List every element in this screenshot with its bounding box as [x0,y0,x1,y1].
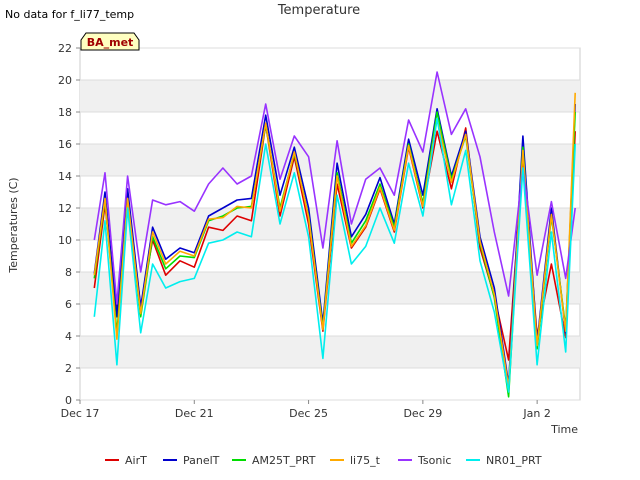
y-tick-label: 14 [58,170,72,183]
legend: AirT PanelT AM25T_PRT li75_t Tsonic NR01_PRT [105,454,542,467]
plot-background [79,47,581,401]
legend-item-airt: AirT [105,454,147,467]
y-tick-label: 16 [58,138,72,151]
y-tick-label: 20 [58,74,72,87]
y-tick-label: 6 [65,298,72,311]
legend-label: AM25T_PRT [252,454,316,467]
x-tick-label: Dec 17 [61,407,100,420]
y-tick-label: 0 [65,394,72,407]
y-tick-label: 18 [58,106,72,119]
y-tick-label: 10 [58,234,72,247]
no-data-note: No data for f_li77_temp [5,8,134,21]
y-tick-label: 12 [58,202,72,215]
y-tick-label: 8 [65,266,72,279]
series-line-li75-t [93,92,576,389]
x-tick-label: Dec 29 [403,407,442,420]
grid-band [80,336,580,368]
legend-label: Tsonic [417,454,451,467]
legend-item-am25t-prt: AM25T_PRT [232,454,316,467]
legend-label: AirT [125,454,147,467]
legend-item-nr01-prt: NR01_PRT [466,454,542,467]
legend-label: li75_t [350,454,381,467]
legend-item-li75-t: li75_t [330,454,381,467]
chart-title: Temperature [277,3,360,18]
x-axis-ticks: Dec 17 Dec 21 Dec 25 Dec 29 Jan 2 [61,400,551,420]
site-badge-label: BA_met [87,36,134,49]
legend-item-panelt: PanelT [163,454,220,467]
y-tick-label: 22 [58,42,72,55]
grid-band [80,144,580,176]
legend-label: NR01_PRT [486,454,542,467]
x-axis-label: Time [550,423,578,436]
x-tick-label: Dec 21 [175,407,214,420]
y-axis-label: Temperatures (C) [7,177,20,273]
x-tick-label: Jan 2 [522,407,550,420]
y-tick-label: 4 [65,330,72,343]
y-axis-ticks: 0 2 4 6 8 10 12 14 16 18 20 22 [58,42,80,407]
y-tick-label: 2 [65,362,72,375]
site-badge-shape [80,32,140,51]
series-line-tsonic [93,71,576,305]
legend-item-tsonic: Tsonic [398,454,451,467]
grid-band [80,80,580,112]
legend-label: PanelT [183,454,220,467]
site-badge: BA_met [80,32,140,51]
series-line-nr01-prt [93,117,576,393]
series-lines [93,71,576,398]
x-tick-label: Dec 25 [289,407,328,420]
